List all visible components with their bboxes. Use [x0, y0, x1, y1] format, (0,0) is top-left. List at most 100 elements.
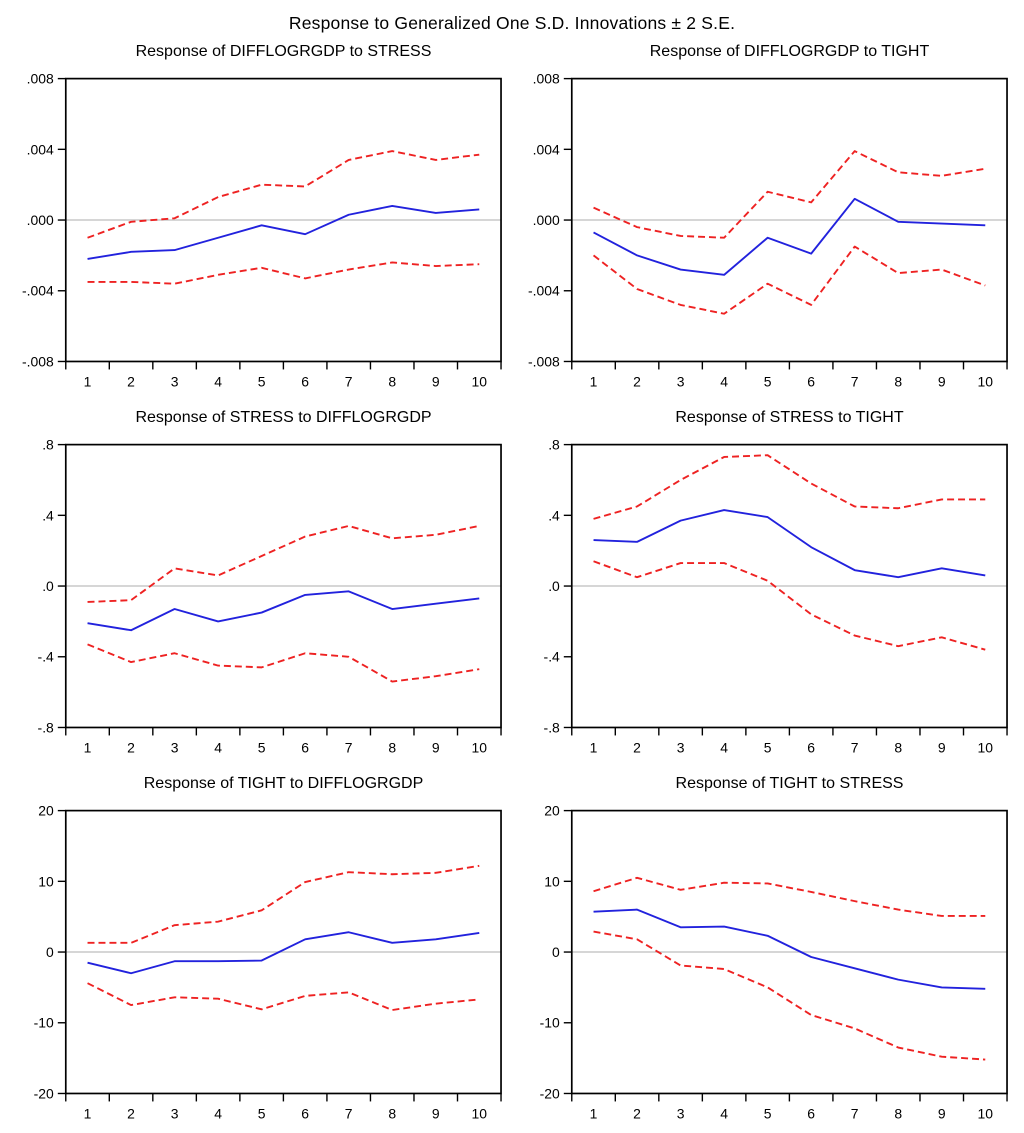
panel-title: Response of STRESS to TIGHT — [675, 409, 904, 426]
x-tick-label: 6 — [301, 373, 309, 389]
x-tick-label: 10 — [472, 739, 488, 755]
y-tick-label: -.004 — [528, 283, 560, 299]
x-tick-label: 4 — [720, 739, 728, 755]
y-tick-label: .8 — [548, 437, 560, 453]
x-tick-label: 2 — [127, 1105, 135, 1121]
plot-border — [64, 809, 502, 1095]
panel-title: Response of DIFFLOGRGDP to STRESS — [135, 43, 432, 60]
series-line-lower-2se — [87, 982, 480, 1011]
y-tick-label: -20 — [34, 1085, 54, 1101]
x-tick-label: 8 — [388, 1105, 396, 1121]
x-tick-label: 6 — [807, 1105, 815, 1121]
x-tick-label: 10 — [978, 1105, 994, 1121]
x-tick-label: 4 — [720, 373, 728, 389]
x-tick-label: 4 — [214, 739, 222, 755]
x-tick-label: 1 — [84, 739, 92, 755]
irf-chart: .008 .004 .000 -.004 -.008 1 2 3 4 5 6 7 8 9 10 — [528, 71, 1008, 389]
series-line-response — [87, 590, 480, 632]
y-tick-label: -.8 — [38, 719, 55, 735]
x-tick-label: 1 — [84, 1105, 92, 1121]
x-tick-label: 7 — [345, 1105, 353, 1121]
x-tick-label: 7 — [851, 373, 859, 389]
series-line-upper-2se — [593, 150, 986, 239]
irf-panel-difflogrgdp-stress: Response of DIFFLOGRGDP to STRESS .008 .0… — [9, 40, 509, 396]
y-tick-label: -.008 — [528, 353, 560, 369]
y-tick-label: 20 — [544, 803, 560, 819]
x-tick-label: 5 — [764, 1105, 772, 1121]
irf-chart: .8 .4 .0 -.4 -.8 1 2 3 4 5 6 7 8 9 10 — [544, 437, 1008, 755]
x-tick-label: 2 — [127, 739, 135, 755]
irf-panel-stress-tight: Response of STRESS to TIGHT .8 .4 .0 -.4 -.8… — [515, 406, 1015, 762]
x-tick-label: 3 — [171, 739, 179, 755]
x-tick-label: 1 — [590, 373, 598, 389]
series-line-lower-2se — [593, 930, 986, 1061]
x-tick-label: 2 — [127, 373, 135, 389]
series-line-upper-2se — [593, 454, 986, 520]
series-line-response — [593, 509, 986, 579]
x-tick-label: 7 — [345, 373, 353, 389]
irf-panel-stress-difflogrgdp: Response of STRESS to DIFFLOGRGDP .8 .4 .0… — [9, 406, 509, 762]
x-tick-label: 1 — [590, 739, 598, 755]
y-tick-label: .004 — [27, 141, 54, 157]
x-tick-label: 6 — [807, 739, 815, 755]
y-tick-label: .000 — [533, 212, 560, 228]
panel-title: Response of STRESS to DIFFLOGRGDP — [135, 409, 432, 426]
figure-main-title: Response to Generalized One S.D. Innovat… — [288, 13, 736, 33]
irf-chart: .8 .4 .0 -.4 -.8 1 2 3 4 5 6 7 8 9 10 — [38, 437, 502, 755]
x-tick-label: 8 — [894, 739, 902, 755]
x-tick-label: 6 — [301, 739, 309, 755]
y-tick-label: .4 — [548, 507, 560, 523]
x-tick-label: 9 — [432, 1105, 440, 1121]
y-tick-label: .008 — [27, 71, 54, 87]
x-tick-label: 5 — [258, 373, 266, 389]
series-line-lower-2se — [87, 643, 480, 683]
x-tick-label: 7 — [851, 739, 859, 755]
x-tick-label: 3 — [171, 373, 179, 389]
series-line-upper-2se — [593, 876, 986, 917]
series-line-upper-2se — [87, 524, 480, 603]
irf-panel-tight-difflogrgdp: Response of TIGHT to DIFFLOGRGDP 20 10 0 -1… — [9, 772, 509, 1128]
y-tick-label: -.8 — [544, 719, 561, 735]
y-tick-label: .0 — [42, 578, 54, 594]
x-tick-label: 10 — [472, 1105, 488, 1121]
y-tick-label: -.4 — [544, 649, 561, 665]
series-line-upper-2se — [87, 150, 480, 239]
y-tick-label: -10 — [540, 1015, 560, 1031]
y-tick-label: .8 — [42, 437, 54, 453]
x-tick-label: 3 — [677, 739, 685, 755]
series-line-lower-2se — [87, 261, 480, 285]
series-line-response — [593, 197, 986, 276]
y-tick-label: 10 — [38, 873, 54, 889]
y-tick-label: -10 — [34, 1015, 54, 1031]
irf-panel-difflogrgdp-tight: Response of DIFFLOGRGDP to TIGHT .008 .00… — [515, 40, 1015, 396]
x-tick-label: 6 — [807, 373, 815, 389]
x-tick-label: 1 — [590, 1105, 598, 1121]
y-tick-label: -.4 — [38, 649, 55, 665]
x-tick-label: 10 — [978, 739, 994, 755]
x-tick-label: 10 — [978, 373, 994, 389]
x-tick-label: 1 — [84, 373, 92, 389]
x-tick-label: 4 — [214, 1105, 222, 1121]
x-tick-label: 8 — [388, 739, 396, 755]
x-tick-label: 7 — [851, 1105, 859, 1121]
y-tick-label: 0 — [46, 944, 54, 960]
y-tick-label: .008 — [533, 71, 560, 87]
irf-chart: 20 10 0 -10 -20 1 2 3 4 5 6 7 8 9 10 — [540, 803, 1008, 1121]
series-line-lower-2se — [593, 560, 986, 651]
x-tick-label: 8 — [894, 1105, 902, 1121]
x-tick-label: 3 — [677, 373, 685, 389]
series-line-lower-2se — [592, 245, 986, 315]
y-tick-label: -.004 — [22, 283, 54, 299]
y-tick-label: .0 — [548, 578, 560, 594]
y-tick-label: .000 — [27, 212, 54, 228]
x-tick-label: 9 — [938, 739, 946, 755]
panel-title: Response of DIFFLOGRGDP to TIGHT — [649, 43, 930, 60]
y-tick-label: .4 — [42, 507, 54, 523]
y-tick-label: 20 — [38, 803, 54, 819]
series-line-upper-2se — [87, 864, 480, 944]
x-tick-label: 4 — [720, 1105, 728, 1121]
irf-chart: 20 10 0 -10 -20 1 2 3 4 5 6 7 8 9 10 — [34, 803, 502, 1121]
panel-grid: Response of DIFFLOGRGDP to STRESS .008.0… — [0, 40, 1024, 1128]
x-tick-label: 9 — [432, 739, 440, 755]
